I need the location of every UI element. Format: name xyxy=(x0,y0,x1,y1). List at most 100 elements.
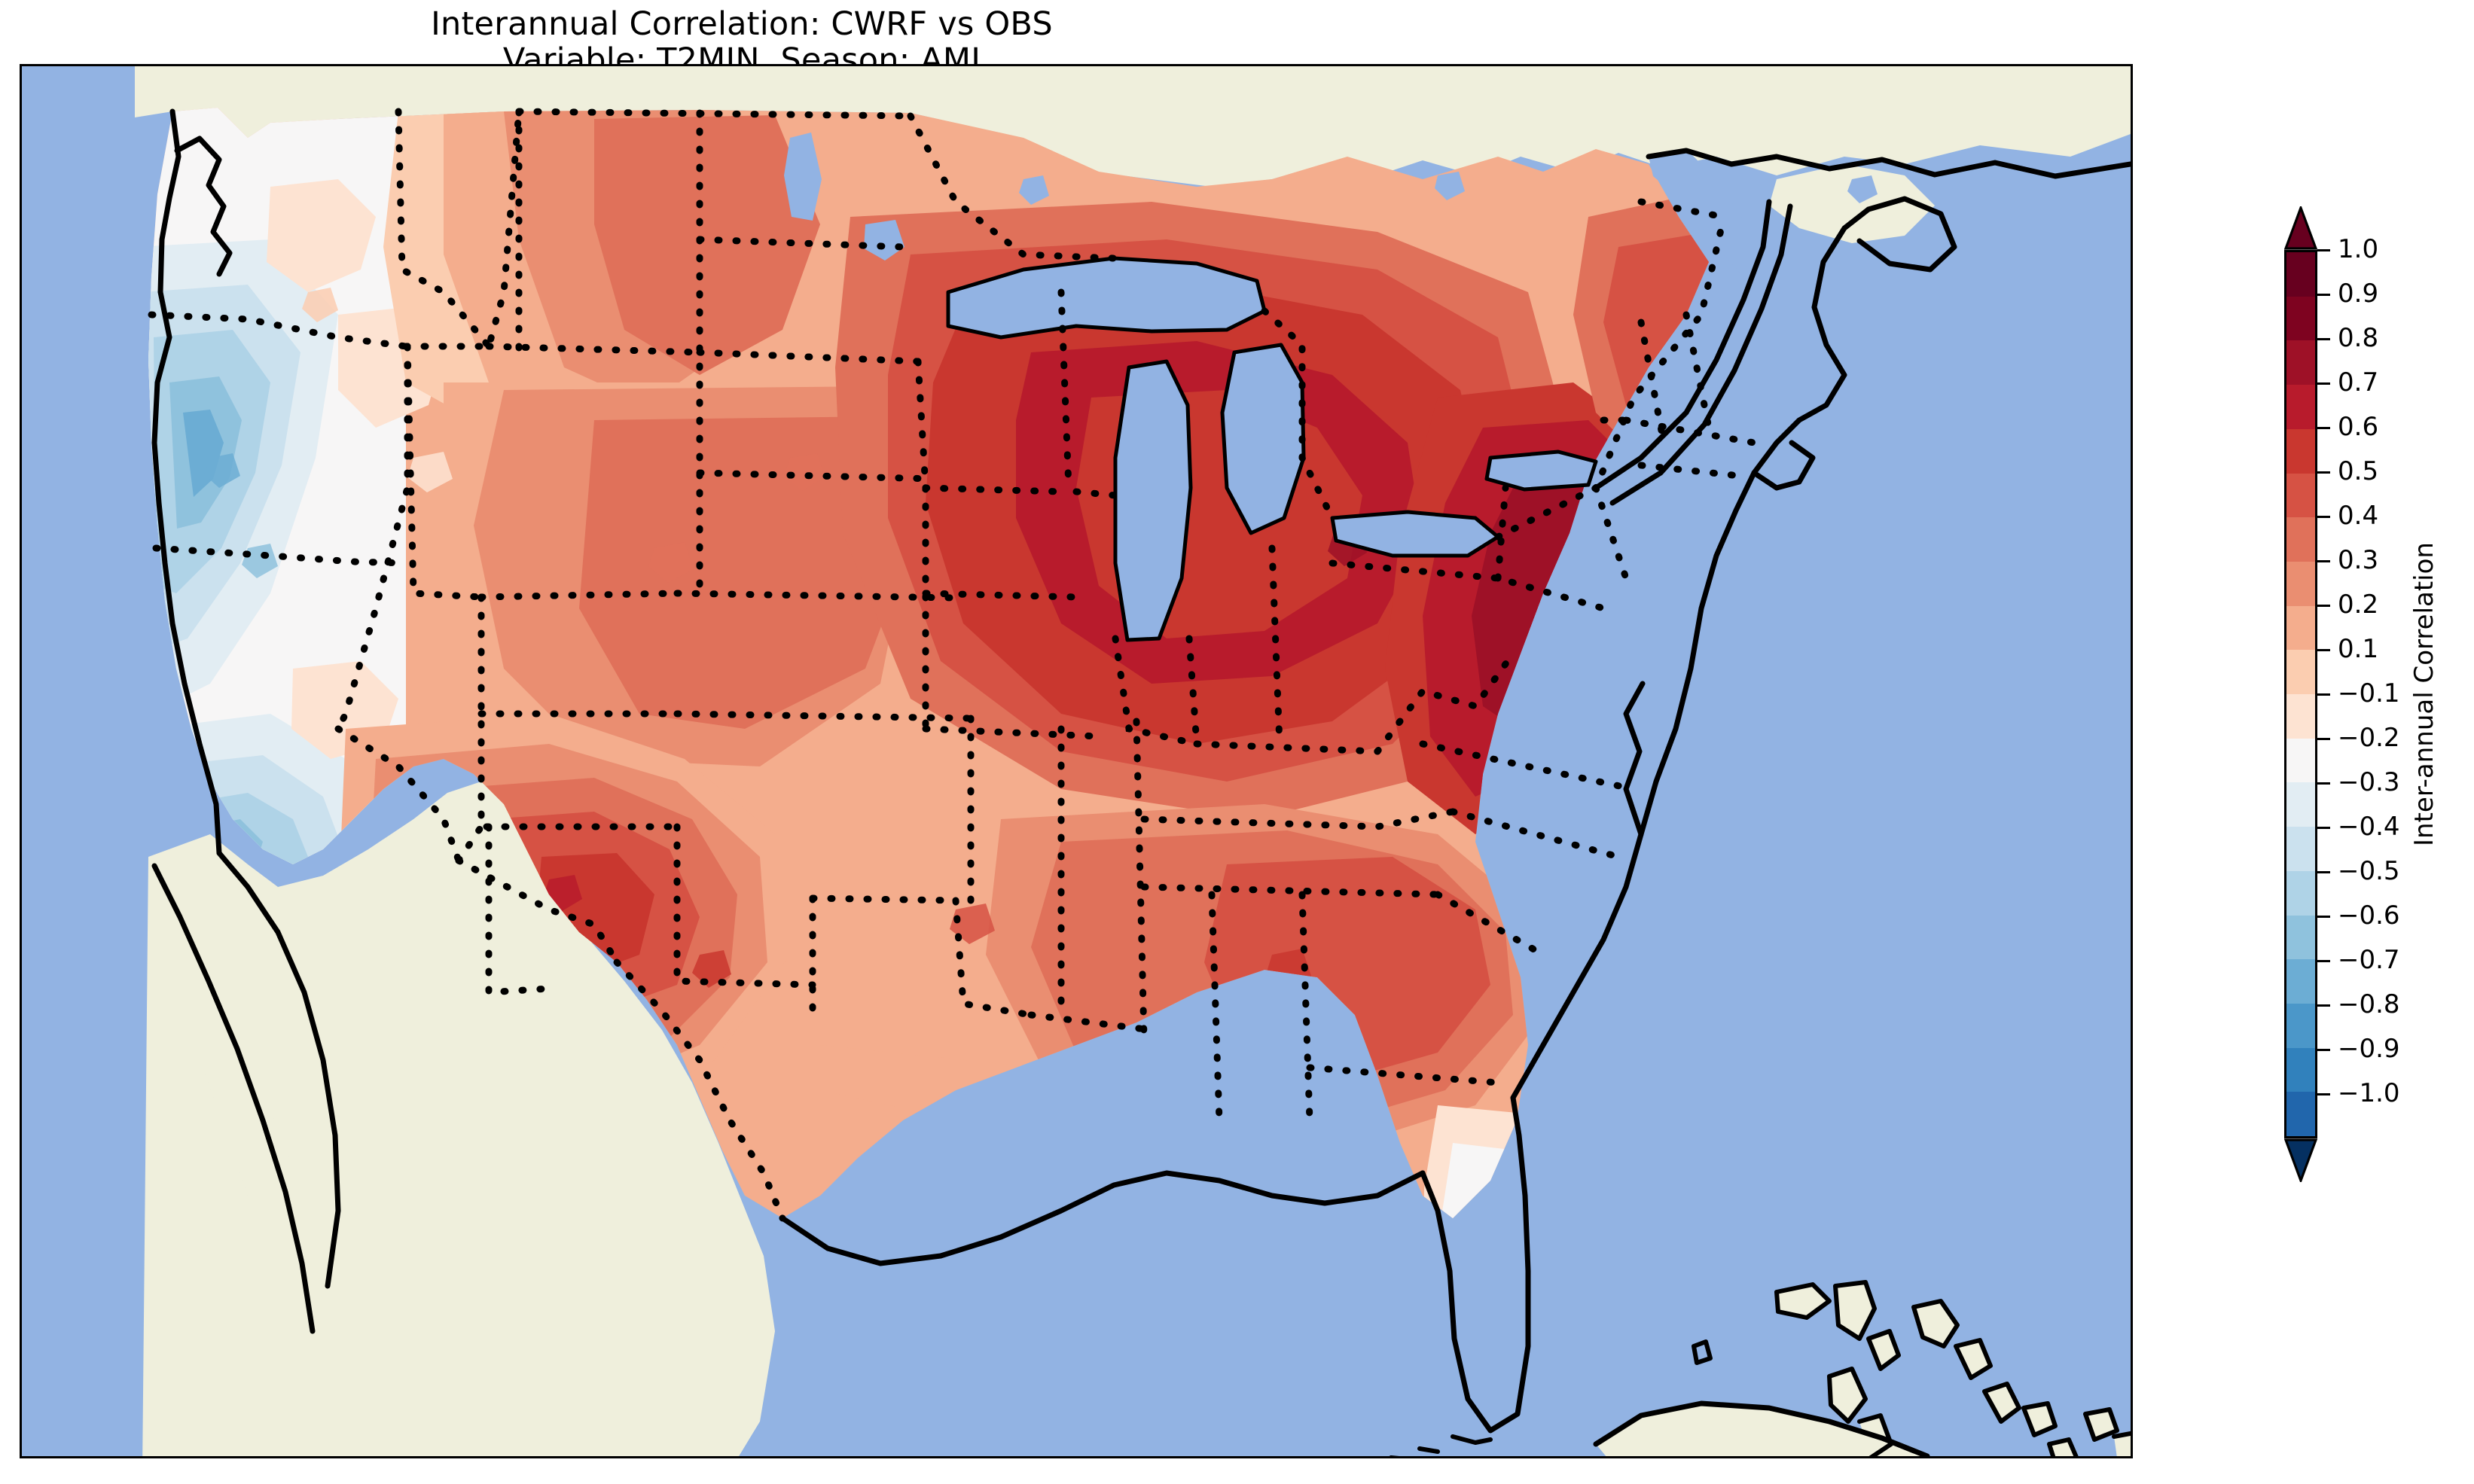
state-border xyxy=(696,349,922,365)
colorbar-tick-label: −0.5 xyxy=(2338,856,2400,886)
coastline xyxy=(1646,148,2131,179)
state-border xyxy=(404,343,485,601)
colorbar-band xyxy=(2286,915,2315,960)
colorbar-tick-mark xyxy=(2317,782,2330,785)
colorbar[interactable]: 1.0 0.9 0.8 0.7 0.6 0.5 0.4 0.3 0.2 0.1 −0.1 −0.2 −0… xyxy=(2284,113,2472,1393)
colorbar-band xyxy=(2286,252,2315,297)
map-canvas xyxy=(22,66,2131,1456)
colorbar-band xyxy=(2286,385,2315,429)
coastline xyxy=(1609,203,1793,506)
colorbar-tick-mark xyxy=(2317,426,2330,429)
state-border xyxy=(1193,740,1381,755)
colorbar-gradient[interactable] xyxy=(2284,250,2317,1138)
coastline xyxy=(1954,1338,1993,1380)
state-border xyxy=(515,108,914,120)
colorbar-band xyxy=(2286,827,2315,871)
coastline xyxy=(1330,510,1500,558)
colorbar-ticks: 1.0 0.9 0.8 0.7 0.6 0.5 0.4 0.3 0.2 0.1 −0.1 −0.2 −0… xyxy=(2317,236,2468,1138)
coastline xyxy=(2112,1431,2131,1439)
state-border xyxy=(696,236,907,251)
colorbar-band xyxy=(2286,296,2315,341)
lake-erie xyxy=(1332,512,1498,556)
coastline xyxy=(2047,1437,2079,1456)
colorbar-tick-label: −0.9 xyxy=(2338,1034,2400,1064)
state-border xyxy=(152,544,411,567)
coastline xyxy=(1220,343,1306,535)
colorbar-tick-mark xyxy=(2317,737,2330,740)
state-border xyxy=(1434,891,1547,958)
state-border xyxy=(477,590,681,601)
baja-california xyxy=(148,864,319,1346)
coastline xyxy=(151,108,222,856)
lake-superior xyxy=(948,258,1264,337)
colorbar-tick-label: 0.9 xyxy=(2338,279,2379,309)
colorbar-tick-mark xyxy=(2317,1048,2330,1051)
colorbar-tick-mark xyxy=(2317,959,2330,962)
land-nodata-layer xyxy=(135,66,2131,1456)
state-border xyxy=(1268,544,1283,748)
state-border xyxy=(1637,198,1728,221)
coastline xyxy=(1692,1339,1713,1365)
small-lake-b xyxy=(1435,172,1465,200)
coastline xyxy=(216,850,341,1289)
colorbar-tick-label: −0.1 xyxy=(2338,678,2400,708)
colorbar-tick-label: 0.6 xyxy=(2338,412,2379,442)
contour-band xyxy=(579,416,911,729)
state-borders-layer xyxy=(148,108,1758,1222)
colorbar-band xyxy=(2286,738,2315,783)
contour-speckle xyxy=(204,288,1590,989)
state-border xyxy=(455,857,621,966)
coastline xyxy=(1827,1367,1868,1424)
state-border xyxy=(613,958,786,1222)
colorbar-tick-label: −0.7 xyxy=(2338,945,2400,975)
state-border xyxy=(1682,311,1713,431)
coastline xyxy=(1751,440,1816,491)
colorbar-tick-label: 0.3 xyxy=(2338,545,2379,575)
state-border xyxy=(1072,488,1119,499)
colorbar-tick-label: 0.5 xyxy=(2338,456,2379,486)
colorbar-tick-label: 0.2 xyxy=(2338,590,2379,620)
colorbar-tick-mark xyxy=(2317,559,2330,562)
colorbar-extend-bottom xyxy=(2284,1138,2317,1182)
lake-ontario xyxy=(1487,452,1596,489)
colorbar-band xyxy=(2286,428,2315,474)
state-border xyxy=(1140,808,1457,830)
small-lake-a xyxy=(1019,175,1049,205)
coastline xyxy=(1113,359,1193,642)
colorbar-tick-label: 0.8 xyxy=(2338,323,2379,353)
colorbar-axis-label: Inter-annual Correlation xyxy=(2409,542,2439,846)
great-lakes-layer xyxy=(784,133,1878,640)
coastline xyxy=(1751,206,1872,476)
colorbar-tick-mark xyxy=(2317,604,2330,607)
colorbar-band xyxy=(2286,517,2315,562)
state-border xyxy=(1494,484,1509,582)
colorbar-tick-label: −1.0 xyxy=(2338,1078,2400,1108)
coastline xyxy=(2083,1407,2119,1442)
colorbar-extend-top xyxy=(2284,206,2317,250)
colorbar-tick-mark xyxy=(2317,382,2330,385)
state-border xyxy=(1592,484,1630,582)
colorbar-tick-label: −0.3 xyxy=(2338,767,2400,797)
colorbar-band xyxy=(2286,1047,2315,1092)
state-border xyxy=(922,725,1103,740)
colorbar-band xyxy=(2286,870,2315,916)
state-border xyxy=(1027,1011,1155,1034)
state-border xyxy=(334,725,462,864)
colorbar-band xyxy=(2286,1003,2315,1048)
colorbar-band xyxy=(2286,473,2315,518)
state-border xyxy=(1140,883,1441,898)
state-border xyxy=(1494,213,1728,541)
st-lawrence xyxy=(1649,149,1769,285)
map-svg xyxy=(22,66,2131,1456)
state-border xyxy=(1112,635,1200,748)
coastline xyxy=(1593,1400,1930,1456)
colorbar-tick-mark xyxy=(2317,826,2330,829)
colorbar-band xyxy=(2286,340,2315,385)
map-panel[interactable] xyxy=(20,64,2133,1458)
state-border xyxy=(1185,635,1200,748)
lake-winnipeg xyxy=(784,133,822,221)
coastline xyxy=(1417,1446,1440,1454)
state-border xyxy=(673,710,975,722)
colorbar-tick-label: 0.4 xyxy=(2338,501,2379,531)
